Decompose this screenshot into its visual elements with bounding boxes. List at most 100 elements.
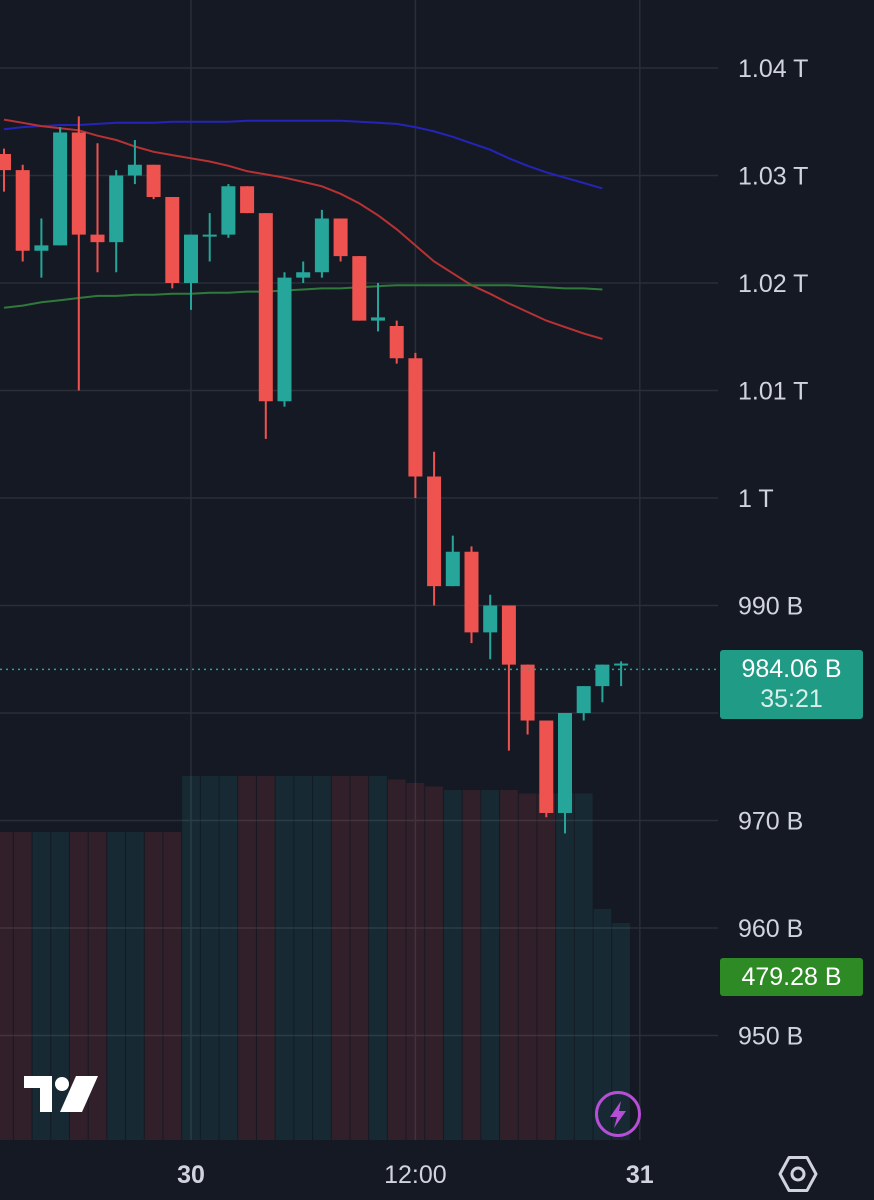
- last-price-value: 984.06 B: [741, 655, 842, 683]
- candle-body: [184, 234, 198, 283]
- candle-body: [501, 605, 516, 665]
- volume-bar: [369, 776, 387, 1140]
- volume-bar: [126, 832, 144, 1140]
- candle: [277, 272, 292, 407]
- candle-body: [389, 326, 404, 359]
- volume-bar: [13, 832, 32, 1140]
- moving-average-line: [3, 284, 603, 309]
- candle-body: [53, 132, 68, 246]
- volume-value-tag: 479.28 B: [720, 958, 863, 996]
- candle-body: [576, 686, 591, 713]
- candle-body: [258, 213, 273, 402]
- price-axis[interactable]: 1.04 T 1.03 T 1.02 T 1.01 T 1 T 990 B 970 B 960…: [738, 55, 808, 1051]
- candle-body: [445, 551, 460, 587]
- volume-bar: [612, 923, 630, 1140]
- candle: [389, 320, 404, 364]
- moving-average-line: [3, 118, 603, 340]
- volume-bar: [0, 832, 13, 1140]
- candle-body: [165, 197, 180, 283]
- volume-bar: [406, 783, 425, 1140]
- candle: [558, 713, 572, 834]
- price-tick-label: 990 B: [738, 593, 803, 621]
- volume-bar: [425, 786, 443, 1140]
- candle: [109, 170, 124, 273]
- candle-body: [202, 234, 217, 237]
- volume-bar: [69, 832, 88, 1140]
- candle: [445, 535, 460, 587]
- volume-bar: [387, 779, 406, 1140]
- volume-bar: [144, 832, 163, 1140]
- moving-average-lines: [3, 118, 603, 340]
- candle: [127, 140, 142, 185]
- candle: [146, 164, 161, 200]
- candle: [0, 148, 11, 192]
- candle-body: [539, 720, 554, 813]
- volume-bar: [313, 776, 331, 1140]
- price-tick-label: 1.04 T: [738, 55, 808, 83]
- volume-bar: [443, 790, 462, 1140]
- candle: [202, 213, 217, 262]
- candle-body: [90, 234, 105, 243]
- grid-lines: [0, 0, 718, 1140]
- candle: [221, 184, 236, 238]
- candle: [408, 352, 423, 498]
- volume-bar: [481, 790, 500, 1140]
- candle: [501, 605, 516, 751]
- volume-bar: [518, 793, 537, 1140]
- volume-bar: [238, 776, 256, 1140]
- volume-bar: [462, 790, 481, 1140]
- candle: [352, 256, 367, 321]
- candle-body: [296, 272, 311, 278]
- candle: [184, 234, 198, 310]
- candle: [53, 127, 68, 246]
- candle: [165, 197, 180, 289]
- candle: [15, 164, 30, 262]
- volume-bar: [593, 909, 612, 1140]
- price-tick-label: 970 B: [738, 808, 803, 836]
- candle-body: [221, 186, 236, 235]
- price-tick-label: 960 B: [738, 915, 803, 943]
- settings-icon[interactable]: [778, 1154, 818, 1194]
- lightning-icon[interactable]: [594, 1090, 642, 1138]
- volume-bar: [275, 776, 294, 1140]
- time-axis[interactable]: 30 12:00 31: [177, 1161, 654, 1189]
- last-price-tag: 984.06 B 35:21: [720, 650, 863, 719]
- candle-body: [146, 164, 161, 197]
- candle-body: [595, 664, 610, 687]
- candle: [576, 686, 591, 721]
- candle: [314, 209, 329, 278]
- time-tick-label: 12:00: [384, 1161, 447, 1189]
- candle-body: [558, 713, 572, 813]
- volume-bar: [331, 776, 350, 1140]
- candle: [614, 661, 629, 687]
- candle-body: [520, 664, 535, 721]
- volume-bar: [537, 793, 556, 1140]
- price-tick-label: 1.01 T: [738, 378, 808, 406]
- price-tick-label: 1 T: [738, 485, 774, 513]
- volume-bar: [51, 832, 69, 1140]
- candle-body: [0, 154, 11, 171]
- volume-bar: [200, 776, 219, 1140]
- candle-body: [71, 132, 86, 235]
- candle: [71, 116, 86, 391]
- candle: [520, 664, 535, 735]
- volume-bar: [556, 793, 574, 1140]
- candle-body: [483, 605, 498, 633]
- candle-body: [408, 358, 423, 477]
- moving-average-line: [3, 119, 603, 190]
- time-tick-label: 30: [177, 1161, 205, 1189]
- candle-body: [34, 245, 49, 251]
- candle: [595, 664, 610, 703]
- candle: [34, 218, 49, 278]
- candle-body: [240, 186, 255, 214]
- candle: [539, 720, 554, 818]
- candle: [371, 283, 385, 332]
- volume-bar: [256, 776, 275, 1140]
- candle-body: [277, 277, 292, 402]
- candle-body: [15, 170, 30, 251]
- volume-bar: [88, 832, 107, 1140]
- volume-bar: [163, 832, 182, 1140]
- tradingview-logo[interactable]: [24, 1076, 98, 1114]
